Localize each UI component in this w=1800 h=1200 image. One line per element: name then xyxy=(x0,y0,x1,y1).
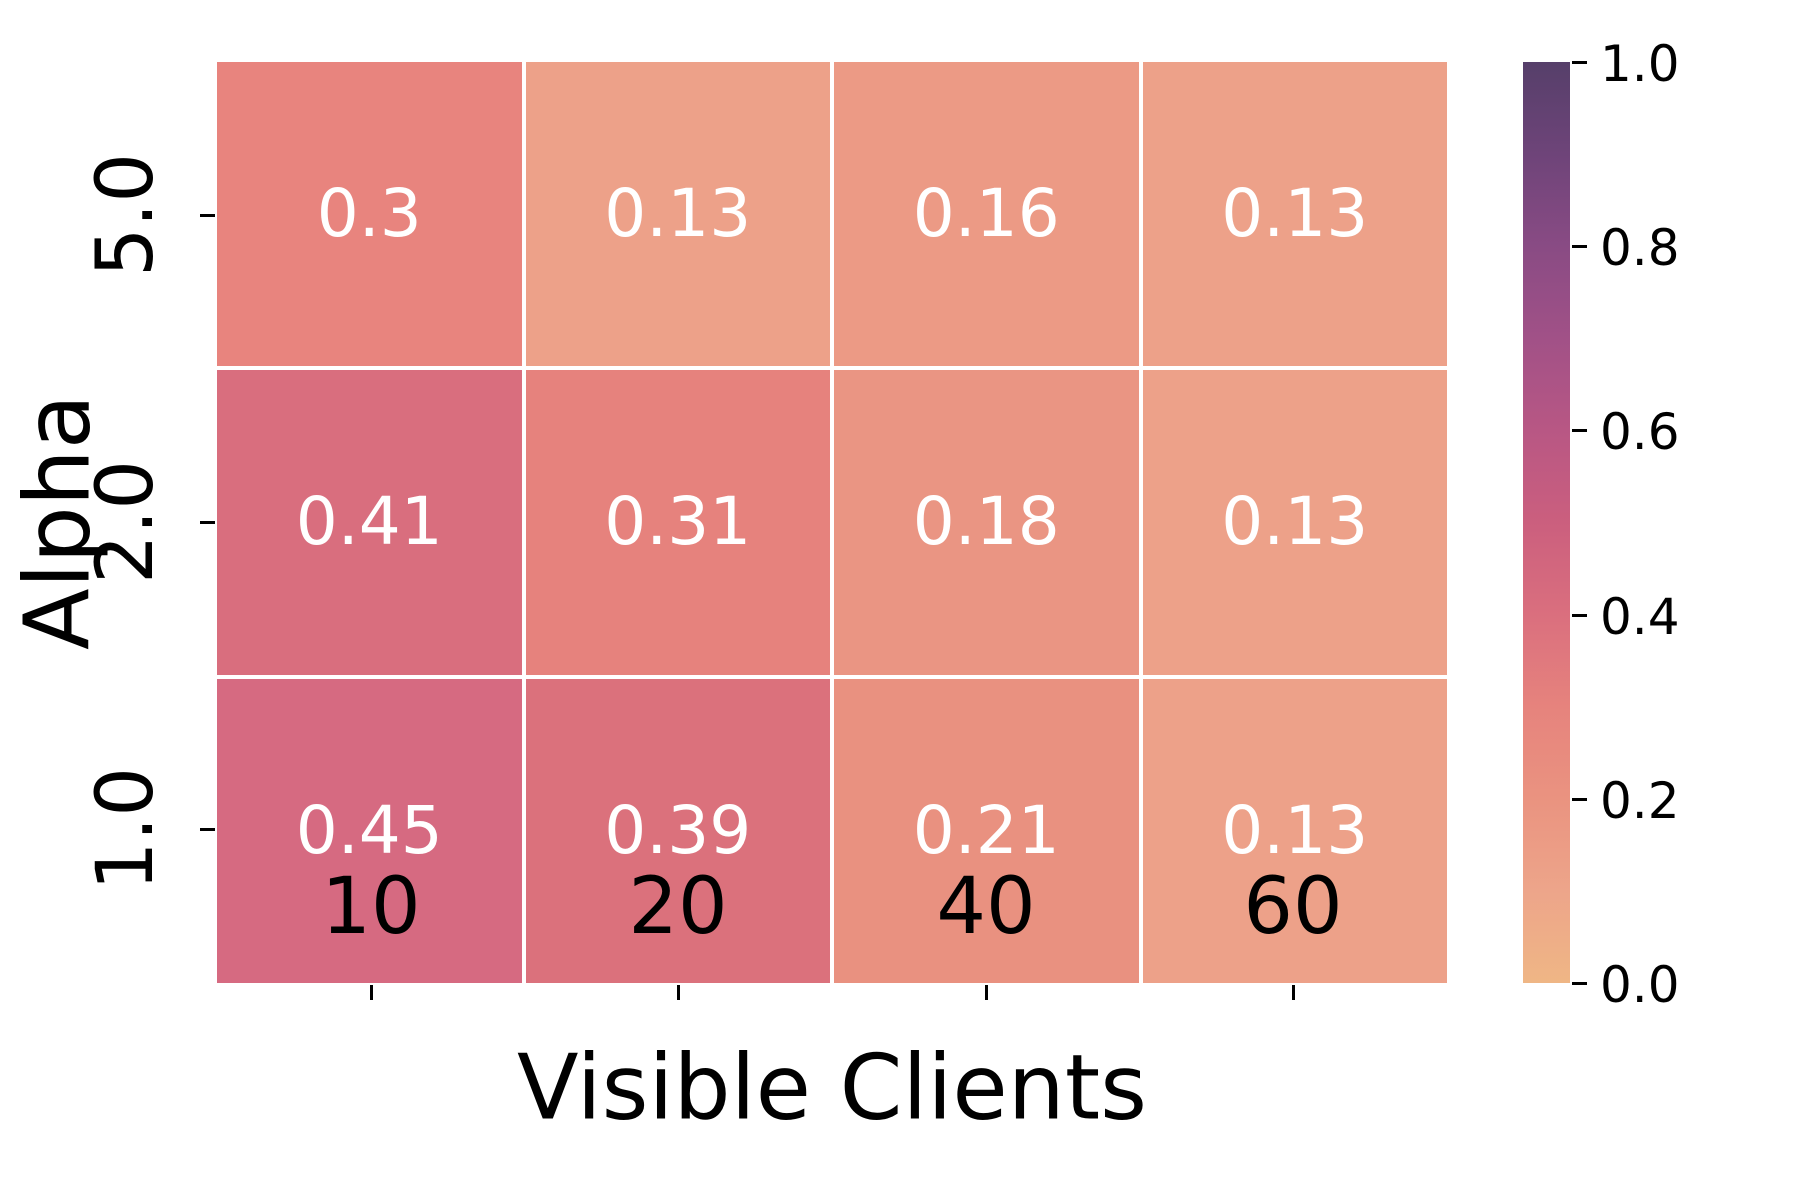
colorbar-tick-label: 0.2 xyxy=(1600,772,1680,830)
colorbar-tick-mark xyxy=(1572,429,1587,432)
cell-value: 0.13 xyxy=(1221,483,1369,561)
heatmap-cell: 0.21 xyxy=(834,678,1139,983)
colorbar-tick-label: 0.4 xyxy=(1600,588,1680,646)
x-tick-mark xyxy=(1292,985,1295,1000)
cell-value: 0.13 xyxy=(604,175,752,253)
cell-value: 0.16 xyxy=(912,175,1060,253)
cell-value: 0.45 xyxy=(295,791,443,869)
cell-value: 0.18 xyxy=(912,483,1060,561)
colorbar-tick-label: 0.6 xyxy=(1600,403,1680,461)
cell-value: 0.3 xyxy=(316,175,422,253)
heatmap-cell: 0.18 xyxy=(834,370,1139,675)
x-tick-label: 60 xyxy=(1243,862,1343,952)
x-tick-mark xyxy=(370,985,373,1000)
heatmap-cell: 0.13 xyxy=(525,62,830,367)
x-tick-label: 40 xyxy=(936,862,1036,952)
x-axis-label: Visible Clients xyxy=(516,1035,1148,1141)
heatmap-cell: 0.16 xyxy=(834,62,1139,367)
heatmap-cell: 0.45 xyxy=(217,678,522,983)
colorbar-tick-mark xyxy=(1572,245,1587,248)
y-tick-mark xyxy=(200,828,215,831)
x-tick-mark xyxy=(677,985,680,1000)
colorbar-tick-mark xyxy=(1572,614,1587,617)
cell-value: 0.31 xyxy=(604,483,752,561)
x-tick-mark xyxy=(985,985,988,1000)
colorbar-tick-mark xyxy=(1572,61,1587,64)
cell-value: 0.13 xyxy=(1221,791,1369,869)
colorbar-tick-label: 1.0 xyxy=(1600,35,1680,93)
heatmap-cell: 0.13 xyxy=(1142,370,1447,675)
colorbar-tick-mark xyxy=(1572,982,1587,985)
heatmap-cell: 0.41 xyxy=(217,370,522,675)
y-tick-label: 1.0 xyxy=(81,766,171,892)
y-tick-label: 2.0 xyxy=(81,459,171,585)
colorbar-tick-label: 0.8 xyxy=(1600,219,1680,277)
heatmap-cell: 0.39 xyxy=(525,678,830,983)
y-tick-mark xyxy=(200,521,215,524)
cell-value: 0.39 xyxy=(604,791,752,869)
y-tick-label: 5.0 xyxy=(81,152,171,278)
y-tick-mark xyxy=(200,214,215,217)
colorbar-gradient xyxy=(1523,62,1570,983)
cell-value: 0.21 xyxy=(912,791,1060,869)
cell-value: 0.41 xyxy=(295,483,443,561)
colorbar-tick-mark xyxy=(1572,798,1587,801)
x-tick-label: 10 xyxy=(321,862,421,952)
heatmap-cell: 0.13 xyxy=(1142,62,1447,367)
heatmap-cell: 0.13 xyxy=(1142,678,1447,983)
heatmap-cell: 0.3 xyxy=(217,62,522,367)
cell-value: 0.13 xyxy=(1221,175,1369,253)
x-tick-label: 20 xyxy=(628,862,728,952)
heatmap-grid: 0.3 0.13 0.16 0.13 0.41 0.31 0.18 0.13 0… xyxy=(217,62,1447,983)
colorbar-tick-label: 0.0 xyxy=(1600,956,1680,1014)
heatmap-cell: 0.31 xyxy=(525,370,830,675)
